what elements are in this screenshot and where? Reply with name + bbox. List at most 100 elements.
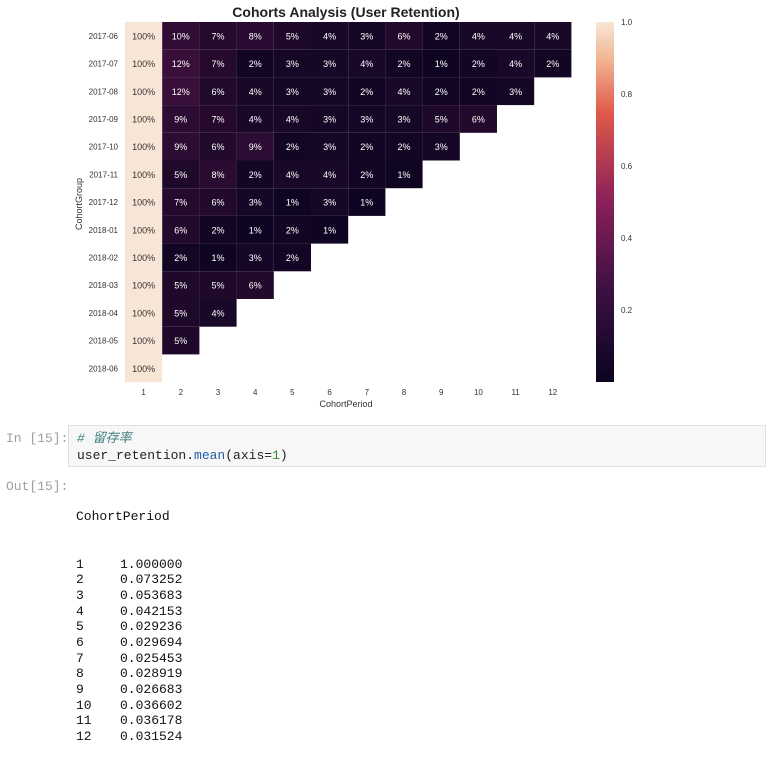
x-tick-label: 8: [402, 388, 407, 397]
heatmap-cell-label: 100%: [132, 225, 155, 235]
output-row: 1 1.000000: [76, 557, 182, 573]
colorbar-ticks: 0.2 0.4 0.6 0.8 1.0: [621, 18, 633, 315]
code-input-cell[interactable]: # 留存率 user_retention.mean(axis=1): [68, 425, 766, 467]
output-row-value: 0.042153: [120, 603, 183, 619]
output-row-key: 10: [76, 697, 92, 713]
heatmap-cell-label: 3%: [360, 114, 373, 124]
output-row-value: 0.025453: [120, 650, 183, 666]
heatmap-cell: [162, 271, 200, 299]
heatmap-cell: [385, 105, 423, 133]
heatmap-cell-label: 2%: [286, 225, 299, 235]
y-tick-label: 2018-04: [89, 309, 119, 318]
heatmap-cell: [348, 160, 386, 189]
heatmap-cell-label: 4%: [509, 31, 522, 41]
colorbar-tick-label: 0.2: [621, 306, 633, 315]
heatmap-cell-label: 100%: [132, 59, 155, 69]
heatmap-cell: [236, 271, 274, 299]
cohort-heatmap-figure: Cohorts Analysis (User Retention) 100% 10…: [74, 4, 633, 409]
output-row-key: 4: [76, 603, 84, 619]
heatmap-cell: [422, 77, 460, 106]
y-tick-label: 2018-02: [89, 253, 119, 262]
heatmap-cell: [311, 49, 349, 78]
heatmap-cell-label: 2%: [286, 253, 299, 263]
x-tick-label: 7: [365, 388, 370, 397]
heatmap-cell: [125, 215, 163, 244]
heatmap-cell-label: 6%: [472, 114, 485, 124]
heatmap-cell: [125, 22, 163, 50]
output-row: 10 0.036602: [76, 698, 182, 714]
heatmap-cell-label: 100%: [132, 198, 155, 208]
heatmap-cell-label: 2%: [397, 142, 410, 152]
heatmap-cell: [311, 188, 349, 216]
heatmap-cell-label: 3%: [360, 31, 373, 41]
output-row-value: 0.053683: [120, 587, 183, 603]
heatmap-cell-label: 9%: [174, 142, 187, 152]
heatmap-cell-label: 3%: [286, 87, 299, 97]
y-tick-label: 2018-06: [89, 364, 119, 373]
heatmap-cell: [459, 77, 497, 106]
heatmap-cell-label: 7%: [211, 114, 224, 124]
heatmap-cell: [162, 77, 200, 106]
heatmap-cell-label: 2%: [435, 31, 448, 41]
x-tick-label: 10: [474, 388, 483, 397]
heatmap-cell: [311, 132, 349, 161]
heatmap-cell: [311, 105, 349, 133]
heatmap-cell: [273, 188, 311, 216]
heatmap-cell-label: 4%: [323, 31, 336, 41]
heatmap-cell-label: 4%: [472, 31, 485, 41]
heatmap-cell: [273, 243, 311, 272]
heatmap-cell: [162, 243, 200, 272]
y-tick-label: 2017-07: [89, 60, 119, 69]
output-prompt: Out[15]:: [6, 479, 69, 494]
output-row: 6 0.029694: [76, 635, 182, 651]
heatmap-cell-label: 100%: [132, 31, 155, 41]
heatmap-cell-label: 1%: [211, 253, 224, 263]
heatmap-cell: [125, 105, 163, 133]
heatmap-cell: [125, 77, 163, 106]
heatmap-cell: [199, 243, 237, 272]
heatmap-cell-label: 6%: [211, 142, 224, 152]
heatmap-cell: [534, 49, 572, 78]
heatmap-cell: [162, 188, 200, 216]
y-tick-label: 2017-12: [89, 198, 119, 207]
heatmap-cell-label: 3%: [323, 142, 336, 152]
heatmap-cell: [125, 243, 163, 272]
heatmap-cells: 100% 10% 7% 8% 5% 4% 3% 6% 2% 4% 4% 4% 100% 12% 7% 2% 3%…: [125, 22, 572, 383]
output-row-key: 5: [76, 619, 84, 635]
heatmap-cell-label: 7%: [174, 198, 187, 208]
output-row-value: 0.029236: [120, 619, 183, 635]
heatmap-cell: [162, 299, 200, 327]
x-tick-label: 11: [511, 388, 520, 397]
heatmap-cell: [199, 299, 237, 327]
heatmap-cell: [199, 77, 237, 106]
heatmap-cell: [311, 22, 349, 50]
x-tick-label: 9: [439, 388, 444, 397]
heatmap-cell-label: 100%: [132, 336, 155, 346]
heatmap-cell: [273, 160, 311, 189]
heatmap-cell: [125, 132, 163, 161]
heatmap-cell-label: 6%: [397, 31, 410, 41]
heatmap-cell-label: 9%: [249, 142, 262, 152]
heatmap-cell-label: 100%: [132, 87, 155, 97]
y-tick-label: 2017-08: [89, 87, 119, 96]
heatmap-cell-label: 5%: [286, 31, 299, 41]
heatmap-cell: [348, 77, 386, 106]
heatmap-cell-label: 100%: [132, 170, 155, 180]
heatmap-cell-label: 9%: [174, 114, 187, 124]
heatmap-cell: [311, 215, 349, 244]
heatmap-cell-label: 1%: [323, 225, 336, 235]
heatmap-cell: [348, 105, 386, 133]
y-tick-label: 2018-01: [89, 226, 119, 235]
heatmap-cell: [385, 22, 423, 50]
y-tick-label: 2017-06: [89, 32, 119, 41]
heatmap-cell-label: 1%: [397, 170, 410, 180]
output-row: 3 0.053683: [76, 588, 182, 604]
output-row-key: 8: [76, 666, 84, 682]
x-tick-label: 3: [216, 388, 221, 397]
heatmap-cell: [236, 215, 274, 244]
heatmap-cell: [199, 188, 237, 216]
heatmap-cell-label: 3%: [249, 198, 262, 208]
heatmap-cell-label: 5%: [174, 170, 187, 180]
heatmap-cell-label: 6%: [174, 225, 187, 235]
heatmap-cell: [273, 105, 311, 133]
